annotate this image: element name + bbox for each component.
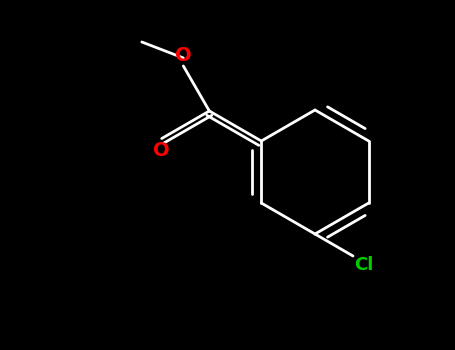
- Text: Cl: Cl: [354, 256, 374, 274]
- Text: O: O: [175, 47, 192, 65]
- Text: O: O: [153, 141, 170, 160]
